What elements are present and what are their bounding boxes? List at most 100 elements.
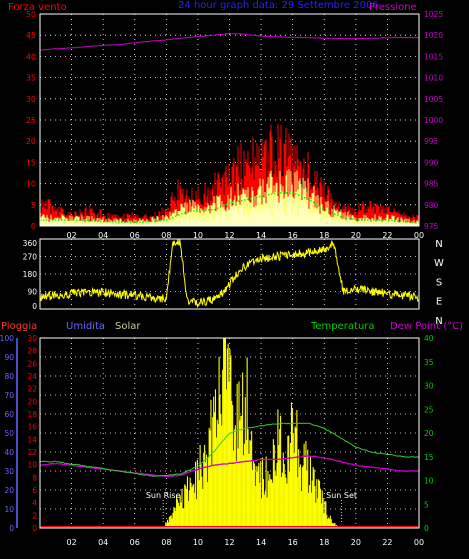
wind-trace-dot [166, 219, 168, 221]
rain-x-axis: 02 04 06 08 10 12 14 16 18 20 22 00 [66, 538, 424, 547]
wind-trace-dot [94, 220, 96, 222]
rain-grid [40, 338, 419, 528]
temperature-y-tick-label: 15 [424, 453, 434, 462]
direction-y-tick-label: 0 [32, 302, 37, 311]
temperature-y-tick-label: 30 [424, 382, 434, 391]
humidity-y-tick-label: 60 [4, 410, 14, 419]
wind-x-tick-label: 16 [288, 231, 298, 240]
compass-label: E [436, 297, 442, 308]
humidity-y-tick-label: 30 [4, 467, 14, 476]
wind-trace-dot [100, 220, 102, 223]
wind-trace-dot [136, 221, 138, 224]
wind-trace-dot [346, 217, 348, 219]
wind-trace-dot [259, 195, 261, 198]
wind-trace-dot [265, 194, 267, 197]
pressure-y-tick-label: 1000 [424, 116, 443, 125]
pressure-y-axis: 975 980 985 990 995 1000 1005 1010 1015 1020 1025 [424, 10, 443, 231]
wind-trace-dot [349, 217, 351, 220]
wind-x-tick-label: 10 [193, 231, 203, 240]
wind-trace-dot [370, 219, 372, 221]
rain-y-tick-label: 8 [32, 473, 37, 482]
wind-trace-dot [397, 220, 399, 222]
temperature-y-tick-label: 5 [424, 500, 429, 509]
wind-x-tick-label: 04 [98, 231, 108, 240]
wind-trace-dot [172, 216, 174, 219]
pressure-y-tick-label: 975 [424, 222, 439, 231]
rain-y-tick-label: 18 [27, 410, 37, 419]
wind-trace-dot [226, 203, 228, 206]
wind-trace-dot [154, 220, 156, 222]
wind-trace-dot [109, 221, 111, 223]
wind-trace-dot [247, 198, 249, 200]
wind-trace-dot [235, 201, 237, 203]
chart-title: 24 hour graph data: 29 Settembre 2006 [178, 0, 379, 11]
wind-grid [40, 14, 419, 226]
pressure-y-tick-label: 1015 [424, 52, 443, 61]
rain-y-tick-label: 24 [27, 372, 37, 381]
wind-trace-dot [133, 221, 135, 224]
humidity-y-tick-label: 90 [4, 353, 14, 362]
pressure-y-tick-label: 990 [424, 158, 439, 167]
wind-trace-dot [250, 197, 252, 200]
rain-x-tick-label: 16 [288, 538, 298, 547]
sun-annotation: Sun Set [326, 491, 357, 500]
wind-x-tick-label: 22 [382, 231, 392, 240]
wind-trace-dot [178, 214, 180, 216]
wind-trace-dot [244, 199, 246, 201]
humidity-y-axis: 0 10 20 30 40 50 60 70 80 90 100 [0, 334, 18, 533]
wind-x-tick-label: 20 [351, 231, 361, 240]
wind-trace-dot [406, 221, 408, 223]
wind-trace-dot [73, 219, 75, 221]
wind-trace-dot [334, 213, 336, 215]
humidity-y-tick-label: 50 [4, 429, 14, 438]
temperature-y-tick-label: 40 [424, 334, 434, 343]
rain-x-tick-label: 02 [66, 538, 76, 547]
wind-trace-dot [376, 219, 378, 221]
wind-y-tick-label: 35 [26, 74, 36, 83]
pressure-y-tick-label: 980 [424, 201, 439, 210]
wind-trace-dot [151, 220, 153, 223]
wind-trace-dot [223, 205, 225, 207]
direction-y-tick-label: 270 [23, 253, 38, 262]
humidity-label: Umidita [66, 321, 105, 332]
pressure-y-tick-label: 1010 [424, 74, 443, 83]
wind-trace-dot [286, 192, 288, 194]
temperature-y-tick-label: 25 [424, 405, 434, 414]
wind-trace-dot [313, 201, 315, 204]
wind-trace-dot [280, 192, 282, 194]
wind-y-tick-label: 10 [26, 180, 36, 189]
rain-y-tick-label: 30 [27, 334, 37, 343]
direction-y-tick-label: 360 [23, 239, 38, 248]
wind-y-tick-label: 15 [26, 158, 36, 167]
wind-trace-dot [412, 221, 414, 224]
wind-trace-dot [118, 221, 120, 223]
direction-plot [39, 238, 420, 309]
wind-trace-dot [127, 221, 129, 224]
wind-trace-dot [364, 219, 366, 221]
wind-trace-dot [415, 222, 417, 224]
pressure-y-tick-label: 1025 [424, 10, 443, 19]
wind-trace-dot [49, 219, 51, 221]
wind-y-tick-label: 50 [26, 10, 36, 19]
wind-trace-dot [121, 221, 123, 223]
dew-point-label: Dew Point (°C) [390, 321, 463, 332]
wind-trace-dot [343, 216, 345, 218]
wind-y-tick-label: 5 [31, 201, 36, 210]
wind-trace-dot [193, 210, 195, 212]
wind-trace-dot [388, 219, 390, 221]
wind-trace-dot [391, 219, 393, 222]
rain-x-tick-label: 14 [256, 538, 266, 547]
wind-trace-dot [67, 219, 69, 221]
compass-label: W [434, 258, 444, 269]
wind-trace-dot [319, 205, 321, 208]
wind-trace-dot [274, 192, 276, 195]
rain-y-tick-label: 0 [32, 524, 37, 533]
wind-trace-dot [310, 199, 312, 202]
rain-solar-temperature-plot: Sun Rise Sun Set [39, 338, 420, 528]
wind-trace-dot [85, 219, 87, 222]
pressure-line [40, 32, 419, 51]
wind-trace-dot [64, 219, 66, 221]
wind-trace-dot [181, 212, 183, 215]
